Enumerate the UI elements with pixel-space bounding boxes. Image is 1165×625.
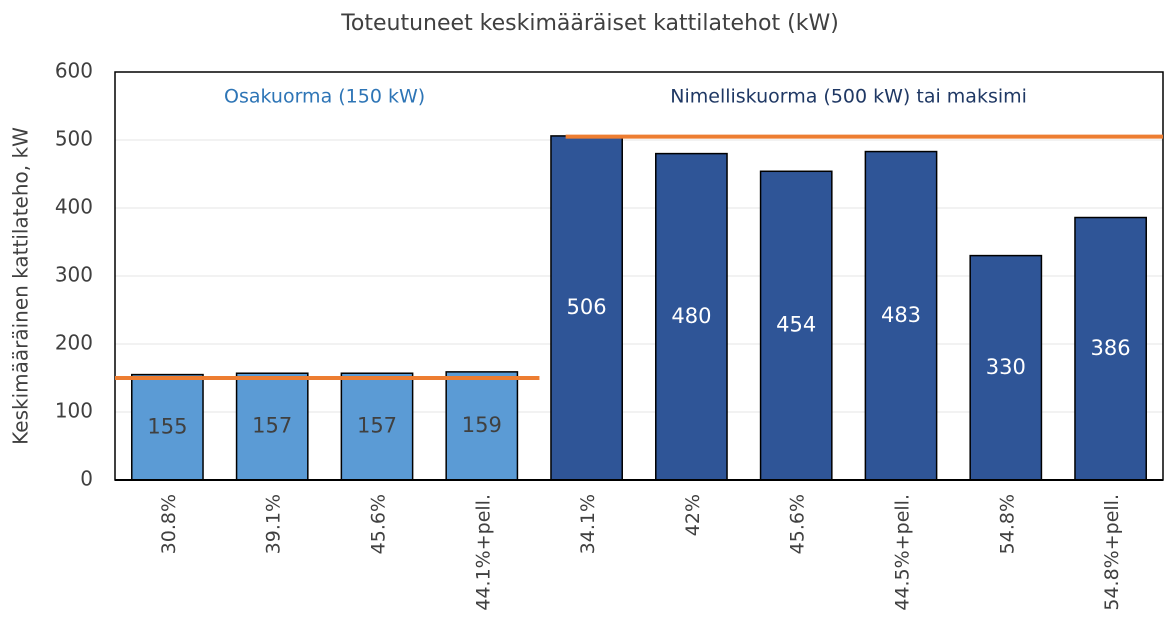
value-label: 157 xyxy=(252,414,292,438)
value-label: 483 xyxy=(881,303,921,327)
x-tick-label: 42% xyxy=(682,494,704,536)
x-tick-label: 44.5%+pell. xyxy=(892,494,914,611)
y-tick-label: 600 xyxy=(55,59,93,83)
x-tick-label: 34.1% xyxy=(577,494,599,554)
x-tick-label: 45.6% xyxy=(368,494,390,554)
group-label: Nimelliskuorma (500 kW) tai maksimi xyxy=(670,86,1027,108)
value-label: 159 xyxy=(462,413,502,437)
value-label: 155 xyxy=(147,414,187,438)
bar xyxy=(864,150,938,481)
y-tick-label: 0 xyxy=(80,467,93,491)
bar xyxy=(969,254,1043,481)
bar xyxy=(445,371,519,481)
x-tick-label: 45.6% xyxy=(787,494,809,554)
x-tick-label: 30.8% xyxy=(158,494,180,554)
x-tick-label: 54.8%+pell. xyxy=(1101,494,1123,611)
y-tick-label: 100 xyxy=(55,399,93,423)
value-label: 480 xyxy=(671,304,711,328)
value-label: 386 xyxy=(1091,336,1131,360)
bar xyxy=(235,372,309,481)
y-tick-label: 300 xyxy=(55,263,93,287)
group-label: Osakuorma (150 kW) xyxy=(224,86,425,108)
value-label: 506 xyxy=(567,295,607,319)
chart-title: Toteutuneet keskimääräiset kattilatehot … xyxy=(340,11,839,36)
bar xyxy=(759,170,833,481)
value-label: 330 xyxy=(986,355,1026,379)
y-tick-label: 200 xyxy=(55,331,93,355)
x-tick-label: 54.8% xyxy=(996,494,1018,554)
y-tick-label: 500 xyxy=(55,127,93,151)
value-label: 454 xyxy=(776,313,816,337)
x-tick-label: 44.1%+pell. xyxy=(472,494,494,611)
y-tick-label: 400 xyxy=(55,195,93,219)
x-tick-label: 39.1% xyxy=(263,494,285,554)
bar xyxy=(1074,216,1147,481)
y-axis-title: Keskimääräinen kattilateho, kW xyxy=(9,127,33,445)
bar xyxy=(655,152,728,481)
value-label: 157 xyxy=(357,414,397,438)
bar xyxy=(340,372,414,481)
